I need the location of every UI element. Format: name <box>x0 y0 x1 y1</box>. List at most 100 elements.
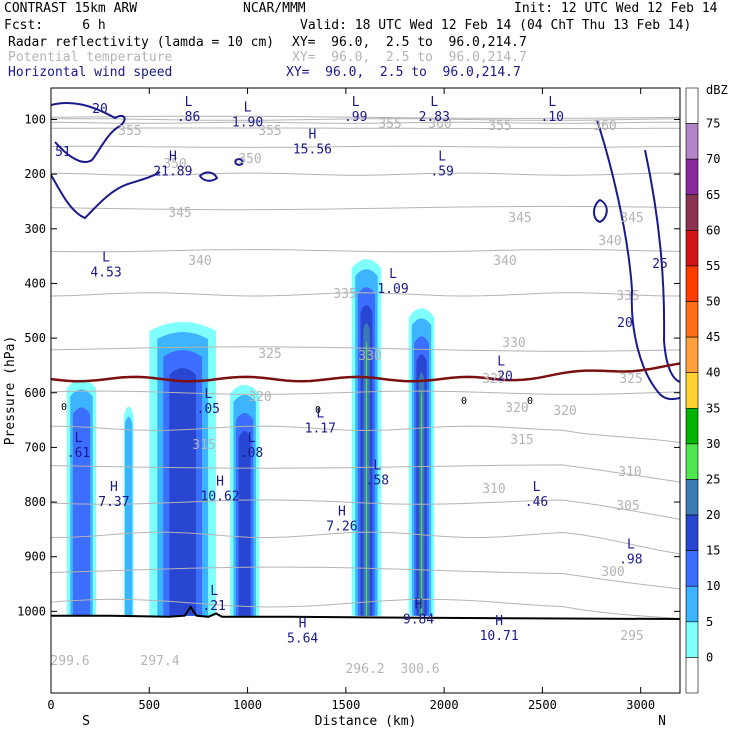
extremum-type: L <box>352 95 360 110</box>
theta-label: 330 <box>358 349 381 364</box>
extremum-type: L <box>102 251 110 266</box>
theta-label: 340 <box>493 254 516 269</box>
reflectivity-column <box>351 259 382 616</box>
x-end-label-north: N <box>658 714 666 729</box>
theta-label: 300.6 <box>400 662 439 677</box>
extremum-value: 1.90 <box>232 115 263 130</box>
colorbar-swatch <box>685 230 699 267</box>
extremum-type: L <box>185 95 193 110</box>
theta-contour <box>51 390 680 395</box>
theta-label: 310 <box>618 465 641 480</box>
extremum-type: H <box>415 598 423 613</box>
reflectivity-shading <box>72 407 91 616</box>
colorbar-swatch <box>685 336 699 374</box>
extremum-type: L <box>430 95 438 110</box>
extremum-type: H <box>299 617 307 632</box>
theta-label: 345 <box>168 206 191 221</box>
extremum-value: .10 <box>540 110 563 125</box>
extremum-type: H <box>309 128 317 143</box>
y-tick-label: 800 <box>24 495 46 509</box>
reflectivity-shading <box>365 341 368 616</box>
theta-contour <box>51 121 680 124</box>
theta-label: 305 <box>616 499 639 514</box>
extremum-value: .99 <box>344 110 367 125</box>
wind-contour-label: 20 <box>92 102 108 117</box>
theta-label: 355 <box>118 124 141 139</box>
extremum-value: 1.09 <box>377 282 408 297</box>
extremum-value: 10.71 <box>480 629 519 644</box>
wind-contour <box>51 102 126 163</box>
theta-label: 300 <box>601 565 624 580</box>
colorbar-swatch <box>685 621 699 658</box>
reflectivity-shading <box>124 416 133 616</box>
x-tick-label: 500 <box>138 698 160 712</box>
colorbar-swatch <box>685 87 699 124</box>
x-tick-label: 2000 <box>430 698 459 712</box>
extremum-type: L <box>438 149 446 164</box>
extremum-value: 7.37 <box>98 495 129 510</box>
freezing-level-label: 0 <box>527 396 533 407</box>
extremum-type: L <box>244 100 252 115</box>
colorbar-swatch <box>685 407 699 445</box>
wind-contour <box>593 198 608 224</box>
wind-contour <box>644 149 680 383</box>
colorbar-swatch <box>685 657 699 694</box>
colorbar-level-label: 55 <box>706 259 720 273</box>
colorbar-swatch <box>685 194 699 231</box>
theta-contour <box>51 145 680 148</box>
x-tick-label: 2500 <box>528 698 557 712</box>
model-title: CONTRAST 15km ARW <box>4 1 138 16</box>
wind-contour-label: 25 <box>652 257 668 272</box>
colorbar-swatch <box>685 372 699 409</box>
theta-contour <box>51 292 680 297</box>
reflectivity-column <box>66 379 97 616</box>
y-tick-label: 900 <box>24 550 46 564</box>
theta-contour <box>51 499 680 520</box>
colorbar-level-label: 0 <box>706 650 713 664</box>
theta-label: 320 <box>248 390 271 405</box>
colorbar-level-label: 75 <box>706 117 720 131</box>
wind-contour <box>198 171 219 182</box>
theta-label: 355 <box>378 117 401 132</box>
colorbar-swatch <box>685 514 699 551</box>
center-label: NCAR/MMM <box>243 1 306 16</box>
theta-label: 320 <box>505 401 528 416</box>
theta-contour <box>51 425 680 443</box>
extremum-value: 10.62 <box>200 490 239 505</box>
freezing-level-label: 0 <box>61 402 67 413</box>
reflectivity-shading <box>421 390 423 616</box>
extremum-value: .21 <box>202 599 225 614</box>
extremum-type: L <box>548 95 556 110</box>
theta-label: 335 <box>333 287 356 302</box>
y-tick-label: 700 <box>24 440 46 454</box>
theta-label: 299.6 <box>50 654 89 669</box>
theta-label: 315 <box>192 438 215 453</box>
plot-frame <box>50 87 681 694</box>
theta-label: 310 <box>482 482 505 497</box>
colorbar-level-label: 25 <box>706 472 720 486</box>
colorbar-swatch <box>685 158 699 196</box>
extremum-value: .08 <box>240 446 263 461</box>
y-axis-title: Pressure (hPa) <box>3 336 18 446</box>
wind-contour-label: 20 <box>617 316 633 331</box>
extremum-value: 9.84 <box>403 613 434 628</box>
field-reflectivity-xy: XY= 96.0, 2.5 to 96.0,214.7 <box>292 35 527 50</box>
theta-label: 335 <box>616 289 639 304</box>
y-tick-label: 200 <box>24 167 46 181</box>
extremum-value: 7.26 <box>326 520 357 535</box>
theta-label: 340 <box>598 234 621 249</box>
extremum-value: .58 <box>366 473 389 488</box>
theta-label: 360 <box>593 119 616 134</box>
theta-label: 297.4 <box>140 654 179 669</box>
colorbar-level-label: 65 <box>706 188 720 202</box>
extremum-value: .20 <box>489 369 512 384</box>
x-axis-title: Distance (km) <box>315 714 417 729</box>
x-tick-label: 1000 <box>233 698 262 712</box>
theta-contour <box>51 598 680 619</box>
field-reflectivity-name: Radar reflectivity (lamda = 10 cm) <box>8 35 275 50</box>
colorbar-swatch <box>685 550 699 587</box>
colorbar-swatch <box>685 443 699 480</box>
extremum-type: L <box>373 458 381 473</box>
theta-label: 325 <box>258 347 281 362</box>
extremum-value: .86 <box>177 110 200 125</box>
